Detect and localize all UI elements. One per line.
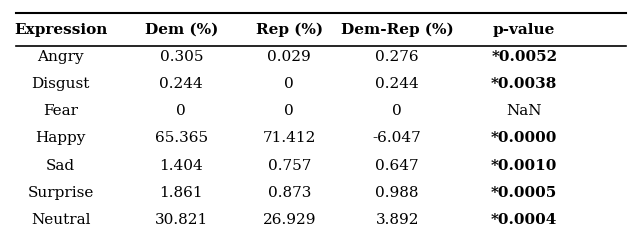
- Text: 0.305: 0.305: [159, 50, 203, 64]
- Text: 0: 0: [177, 104, 186, 118]
- Text: *0.0038: *0.0038: [491, 77, 557, 91]
- Text: 0.244: 0.244: [376, 77, 419, 91]
- Text: Surprise: Surprise: [28, 186, 94, 200]
- Text: 0.647: 0.647: [376, 158, 419, 173]
- Text: Expression: Expression: [14, 23, 108, 37]
- Text: Angry: Angry: [37, 50, 84, 64]
- Text: 1.404: 1.404: [159, 158, 203, 173]
- Text: 26.929: 26.929: [262, 213, 316, 227]
- Text: Happy: Happy: [35, 131, 86, 145]
- Text: *0.0005: *0.0005: [491, 186, 557, 200]
- Text: Neutral: Neutral: [31, 213, 90, 227]
- Text: 0.873: 0.873: [268, 186, 311, 200]
- Text: 0: 0: [392, 104, 402, 118]
- Text: 30.821: 30.821: [155, 213, 208, 227]
- Text: NaN: NaN: [506, 104, 542, 118]
- Text: 0.276: 0.276: [376, 50, 419, 64]
- Text: *0.0004: *0.0004: [491, 213, 557, 227]
- Text: *0.0000: *0.0000: [491, 131, 557, 145]
- Text: 1.861: 1.861: [159, 186, 203, 200]
- Text: 0.244: 0.244: [159, 77, 203, 91]
- Text: Fear: Fear: [43, 104, 78, 118]
- Text: Dem-Rep (%): Dem-Rep (%): [341, 22, 454, 37]
- Text: 65.365: 65.365: [155, 131, 208, 145]
- Text: 0: 0: [284, 104, 294, 118]
- Text: Dem (%): Dem (%): [145, 23, 218, 37]
- Text: Rep (%): Rep (%): [256, 22, 323, 37]
- Text: 0.988: 0.988: [376, 186, 419, 200]
- Text: *0.0010: *0.0010: [491, 158, 557, 173]
- Text: *0.0052: *0.0052: [492, 50, 557, 64]
- Text: Disgust: Disgust: [31, 77, 90, 91]
- Text: 3.892: 3.892: [376, 213, 419, 227]
- Text: Sad: Sad: [46, 158, 75, 173]
- Text: -6.047: -6.047: [373, 131, 422, 145]
- Text: 0.029: 0.029: [268, 50, 311, 64]
- Text: 71.412: 71.412: [262, 131, 316, 145]
- Text: 0.757: 0.757: [268, 158, 311, 173]
- Text: 0: 0: [284, 77, 294, 91]
- Text: p-value: p-value: [493, 23, 556, 37]
